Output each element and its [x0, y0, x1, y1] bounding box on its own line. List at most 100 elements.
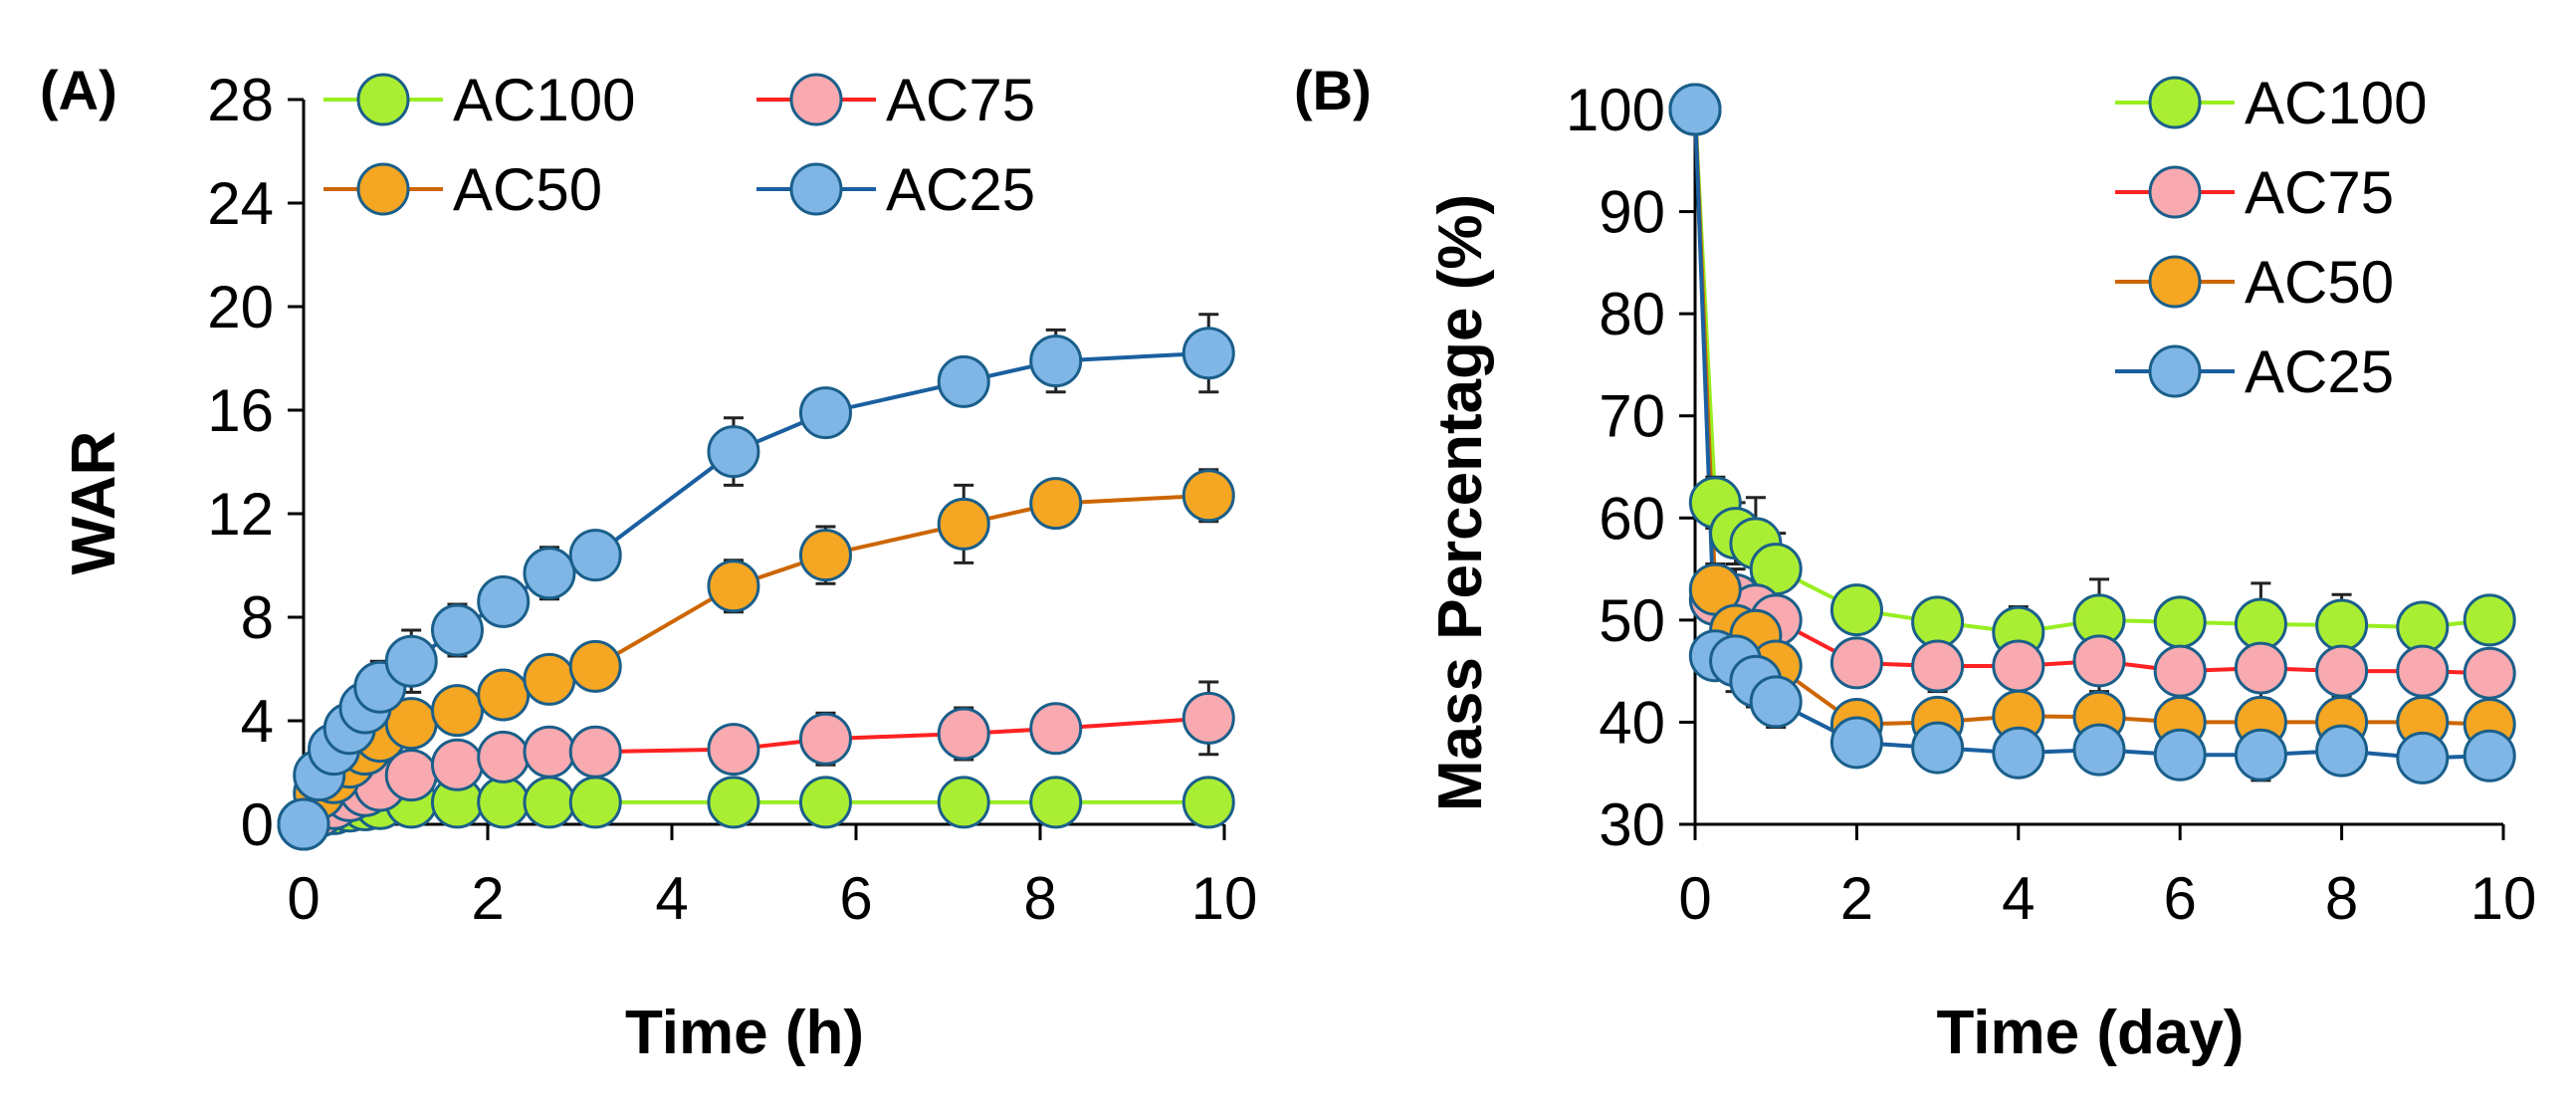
a-y-tick-label: 16 [207, 377, 274, 444]
panel-b-label: (B) [1294, 59, 1372, 121]
a-x-tick-label: 6 [839, 865, 872, 932]
a-point-ac75 [477, 730, 531, 783]
b-point-ac25 [1992, 726, 2045, 780]
a-point-ac25 [277, 797, 330, 851]
a-legend-marker-ac75 [789, 73, 843, 126]
a-legend-label-ac25: AC25 [886, 156, 1035, 223]
b-point-ac75 [1992, 639, 2045, 693]
a-point-ac100 [707, 776, 760, 829]
a-y-tick-label: 0 [241, 791, 274, 858]
a-point-ac25 [1029, 335, 1083, 388]
b-x-tick-label: 2 [1840, 865, 1873, 932]
a-y-tick-label: 4 [241, 688, 274, 755]
b-x-tick-label: 10 [2470, 865, 2537, 932]
a-point-ac75 [430, 738, 484, 791]
a-legend-label-ac50: AC50 [453, 156, 602, 223]
a-x-tick-label: 0 [287, 865, 320, 932]
a-point-ac25 [384, 634, 438, 688]
b-y-tick-label: 30 [1599, 791, 1665, 858]
b-point-ac25 [2315, 724, 2369, 778]
a-point-ac100 [568, 776, 622, 829]
a-point-ac50 [798, 529, 852, 582]
b-point-ac25 [1911, 721, 1965, 775]
b-x-tick-label: 6 [2164, 865, 2197, 932]
a-y-tick-label: 28 [207, 67, 274, 133]
b-y-tick-label: 80 [1599, 281, 1665, 347]
b-point-ac25 [2153, 728, 2207, 782]
a-point-ac50 [568, 639, 622, 693]
b-point-ac75 [2315, 644, 2369, 698]
b-point-ac100 [2463, 593, 2516, 647]
a-point-ac100 [1029, 776, 1083, 829]
b-x-tick-label: 0 [1678, 865, 1711, 932]
b-point-ac75 [1829, 636, 1883, 690]
panel-b-y-axis-title: Mass Percentage (%) [1426, 194, 1495, 811]
b-point-ac25 [2396, 731, 2450, 784]
a-point-ac50 [707, 559, 760, 613]
b-legend-marker-ac75 [2148, 165, 2202, 219]
a-point-ac50 [523, 652, 576, 706]
b-point-ac100 [2315, 598, 2369, 652]
a-x-tick-label: 2 [471, 865, 504, 932]
a-point-ac50 [477, 668, 531, 722]
b-x-tick-label: 4 [2002, 865, 2035, 932]
b-point-ac100 [2234, 597, 2287, 651]
a-point-ac75 [1029, 702, 1083, 756]
b-point-ac75 [2072, 634, 2126, 688]
a-legend-label-ac75: AC75 [886, 67, 1035, 133]
a-point-ac25 [707, 425, 760, 479]
a-y-tick-label: 24 [207, 170, 274, 237]
a-point-ac100 [1181, 776, 1235, 829]
b-point-ac100 [2396, 600, 2450, 654]
b-point-ac75 [2463, 646, 2516, 700]
b-point-ac25 [2234, 728, 2287, 782]
a-legend-marker-ac100 [356, 73, 410, 126]
b-point-ac25 [2072, 723, 2126, 777]
a-point-ac100 [937, 776, 990, 829]
b-legend-marker-ac25 [2148, 344, 2202, 398]
a-point-ac75 [568, 725, 622, 779]
panel-a-series [277, 313, 1235, 851]
b-y-tick-label: 50 [1599, 587, 1665, 654]
panel-b-axes: 30 40 50 60 70 80 90 100 0 2 4 6 8 10 [1566, 77, 2536, 932]
a-point-ac50 [937, 497, 990, 551]
panel-a-y-axis-title: WAR [60, 431, 128, 575]
a-x-tick-label: 4 [655, 865, 688, 932]
b-legend-label-ac100: AC100 [2245, 70, 2427, 136]
a-point-ac25 [430, 603, 484, 657]
b-point-ac75 [1911, 639, 1965, 693]
b-point-ac100 [1911, 595, 1965, 649]
a-point-ac100 [523, 776, 576, 829]
a-legend-label-ac100: AC100 [453, 67, 635, 133]
a-point-ac100 [798, 776, 852, 829]
a-point-ac50 [430, 684, 484, 738]
b-point-ac25 [1829, 716, 1883, 770]
b-point-ac100 [2153, 595, 2207, 649]
a-point-ac25 [568, 529, 622, 582]
b-legend-marker-ac50 [2148, 255, 2202, 309]
b-y-tick-label: 100 [1566, 77, 1665, 143]
b-point-ac75 [2153, 644, 2207, 698]
a-point-ac50 [1181, 469, 1235, 523]
a-point-ac75 [937, 707, 990, 761]
a-point-ac75 [798, 712, 852, 766]
a-legend-marker-ac25 [789, 162, 843, 216]
panel-b-series [1668, 83, 2516, 784]
a-y-tick-label: 12 [207, 481, 274, 548]
panel-a-label: (A) [40, 59, 117, 121]
a-point-ac75 [523, 725, 576, 779]
a-y-tick-label: 8 [241, 584, 274, 651]
b-x-tick-label: 8 [2325, 865, 2358, 932]
b-point-ac25 [2463, 729, 2516, 782]
panel-b-x-axis-title: Time (day) [1937, 999, 2245, 1067]
a-point-ac75 [707, 723, 760, 777]
a-point-ac25 [1181, 327, 1235, 380]
b-legend-label-ac75: AC75 [2245, 159, 2394, 226]
a-point-ac25 [937, 354, 990, 408]
a-point-ac25 [523, 547, 576, 600]
b-y-tick-label: 70 [1599, 383, 1665, 450]
panel-b-chart: (B) Mass Percentage (%) Time (day) 30 4 0 5… [1294, 59, 2536, 1067]
